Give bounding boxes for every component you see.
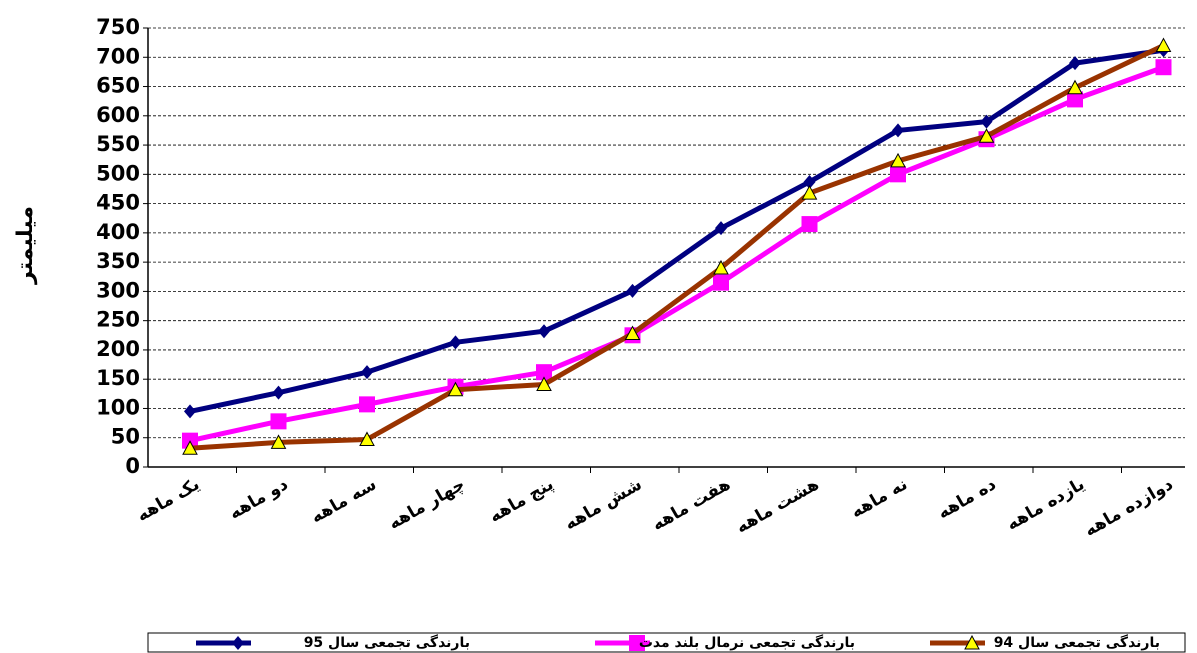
marker: [713, 259, 729, 275]
marker: [1155, 59, 1172, 76]
x-tick-label: هفت ماهه: [649, 474, 734, 535]
x-tick-label: شش ماهه: [561, 474, 645, 534]
y-tick-label: 600: [96, 103, 140, 127]
marker: [538, 324, 550, 339]
marker: [801, 216, 818, 233]
legend-label: بارندگی تجمعی سال 94: [994, 634, 1160, 651]
marker: [624, 325, 641, 341]
marker: [713, 274, 729, 291]
marker: [890, 152, 906, 168]
y-tick-label: 0: [125, 454, 140, 478]
marker: [1067, 91, 1083, 108]
series-line: [189, 43, 1165, 451]
y-tick-label: 50: [111, 425, 140, 449]
y-axis-label: میلیمتر: [13, 206, 38, 285]
y-tick-label: 500: [96, 161, 140, 185]
marker: [1155, 37, 1172, 53]
marker: [536, 376, 552, 391]
marker: [232, 636, 244, 650]
marker: [803, 174, 816, 189]
x-tick-label: دو ماهه: [226, 474, 292, 524]
marker: [536, 364, 552, 381]
y-tick-label: 350: [96, 249, 140, 273]
marker: [626, 283, 639, 298]
x-tick-label: ده ماهه: [934, 474, 999, 523]
marker: [964, 634, 980, 650]
marker: [361, 365, 373, 380]
marker: [978, 128, 995, 143]
x-tick-label: هشت ماهه: [733, 474, 823, 537]
x-tick-label: یازده ماهه: [1003, 474, 1088, 534]
y-tick-label: 700: [96, 44, 140, 68]
x-tick-label: چهار ماهه: [385, 474, 468, 534]
marker: [801, 185, 818, 200]
marker: [892, 123, 904, 138]
marker: [447, 381, 464, 397]
legend-label: بارندگی تجمعی نرمال بلند مدت: [639, 634, 855, 651]
y-tick-label: 400: [96, 220, 140, 244]
legend-box: [147, 632, 1186, 653]
y-tick-label: 250: [96, 308, 140, 332]
marker: [890, 166, 906, 183]
marker: [182, 440, 198, 455]
x-tick-label: پنج ماهه: [486, 474, 557, 527]
y-tick-label: 150: [96, 366, 140, 390]
marker: [629, 635, 645, 651]
x-tick-label: سه ماهه: [308, 474, 380, 527]
marker: [272, 385, 285, 400]
y-tick-label: 100: [96, 395, 140, 419]
marker: [980, 114, 993, 129]
marker: [1069, 56, 1081, 71]
y-tick-label: 650: [96, 74, 140, 98]
series-line: [189, 64, 1165, 444]
legend-label: بارندگی تجمعی سال 95: [304, 634, 470, 651]
marker: [449, 335, 462, 350]
x-tick-label: یک ماهه: [133, 474, 203, 526]
y-tick-label: 750: [96, 15, 140, 39]
marker: [715, 221, 727, 236]
x-tick-label: نه ماهه: [848, 474, 911, 522]
y-tick-label: 300: [96, 278, 140, 302]
marker: [270, 413, 287, 430]
marker: [184, 404, 196, 419]
y-tick-label: 550: [96, 132, 140, 156]
x-tick-label: دوازده ماهه: [1081, 474, 1177, 541]
marker: [270, 434, 287, 449]
series-line: [189, 47, 1164, 414]
marker: [359, 396, 375, 413]
y-tick-label: 450: [96, 191, 140, 215]
marker: [359, 431, 375, 446]
y-tick-label: 200: [96, 337, 140, 361]
marker: [1067, 79, 1083, 95]
